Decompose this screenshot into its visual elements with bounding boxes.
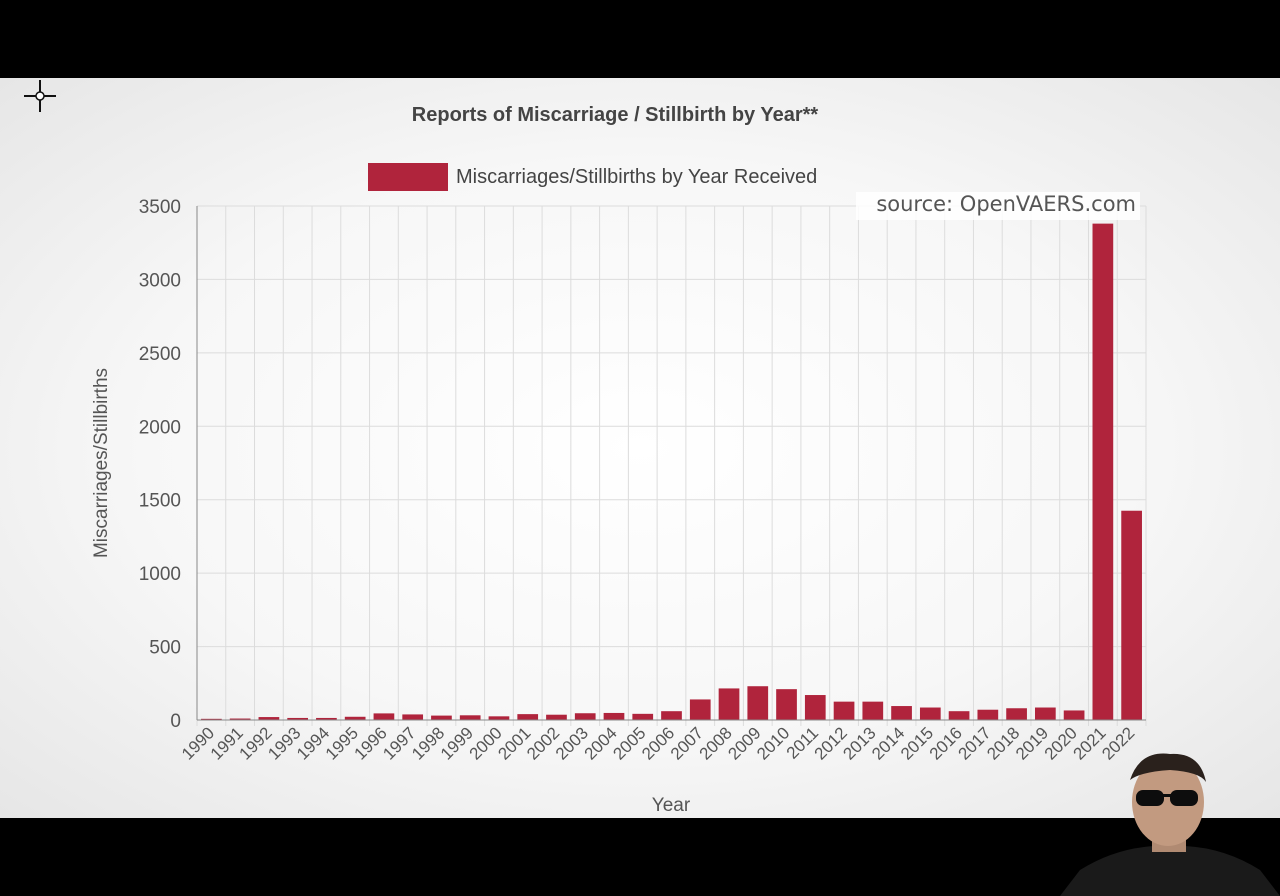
bar-1995	[344, 716, 366, 720]
presenter-webcam-icon	[1060, 753, 1280, 896]
y-tick-label: 3500	[139, 197, 181, 218]
bar-2015	[919, 707, 941, 720]
y-tick-label: 1000	[139, 564, 181, 585]
bar-1990	[201, 718, 222, 720]
legend-label: Miscarriages/Stillbirths by Year Receive…	[456, 166, 817, 188]
bar-1997	[402, 714, 424, 720]
bar-2021	[1092, 223, 1114, 720]
x-axis-label: Year	[652, 795, 691, 816]
bar-2011	[804, 695, 826, 720]
bar-2020	[1063, 710, 1085, 720]
bar-2013	[862, 701, 884, 720]
bar-1994	[316, 717, 337, 720]
legend: Miscarriages/Stillbirths by Year Receive…	[368, 163, 817, 191]
chart-title: Reports of Miscarriage / Stillbirth by Y…	[412, 104, 819, 126]
bar-2009	[747, 686, 769, 720]
y-tick-label: 3000	[139, 270, 181, 291]
bar-2003	[574, 713, 596, 720]
bar-1992	[258, 717, 280, 720]
bar-2004	[603, 712, 625, 720]
bar-chart: Reports of Miscarriage / Stillbirth by Y…	[91, 104, 1147, 816]
y-tick-label: 2500	[139, 344, 181, 365]
chart-frame: Reports of Miscarriage / Stillbirth by Y…	[0, 78, 1280, 818]
bar-2012	[833, 701, 855, 720]
annotation-backdrop	[856, 192, 1140, 220]
y-tick-label: 0	[170, 711, 181, 732]
bar-2001	[517, 714, 539, 720]
legend-swatch	[368, 163, 448, 191]
bar-1991	[229, 718, 251, 720]
grid	[196, 205, 1147, 726]
bar-1996	[373, 713, 395, 720]
bar-2016	[948, 711, 970, 720]
bar-2014	[891, 706, 912, 720]
bar-2007	[689, 699, 711, 720]
y-tick-label: 500	[149, 638, 181, 659]
bar-2018	[1006, 708, 1027, 720]
bar-1998	[431, 715, 452, 720]
y-tick-label: 1500	[139, 491, 181, 512]
bar-2010	[776, 689, 797, 720]
bar-2019	[1034, 707, 1056, 720]
x-axis-ticks: 1990199119921993199419951996199719981999…	[178, 723, 1138, 763]
bar-1999	[459, 715, 481, 720]
bar-2000	[488, 716, 510, 720]
bar-2005	[632, 713, 654, 720]
bar-2006	[661, 711, 682, 720]
y-tick-label: 2000	[139, 417, 181, 438]
bar-2017	[977, 709, 999, 720]
crosshair-cursor-icon	[24, 80, 56, 112]
y-axis-label: Miscarriages/Stillbirths	[91, 368, 112, 558]
bar-2002	[546, 714, 567, 720]
source-annotation: source: OpenVAERS.com	[876, 192, 1136, 216]
bars	[201, 223, 1142, 720]
bar-2022	[1121, 510, 1142, 720]
bar-2008	[718, 688, 740, 720]
bar-1993	[287, 717, 309, 720]
y-axis-ticks: 0 500 1000 1500 2000 2500 3000 3500	[139, 197, 181, 732]
